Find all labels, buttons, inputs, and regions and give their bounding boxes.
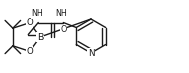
Text: O: O xyxy=(26,47,33,56)
Text: O: O xyxy=(26,18,33,27)
Text: O: O xyxy=(60,25,67,34)
Text: NH: NH xyxy=(31,9,43,18)
Text: N: N xyxy=(88,48,94,58)
Text: NH: NH xyxy=(55,9,67,18)
Text: B: B xyxy=(37,32,43,41)
